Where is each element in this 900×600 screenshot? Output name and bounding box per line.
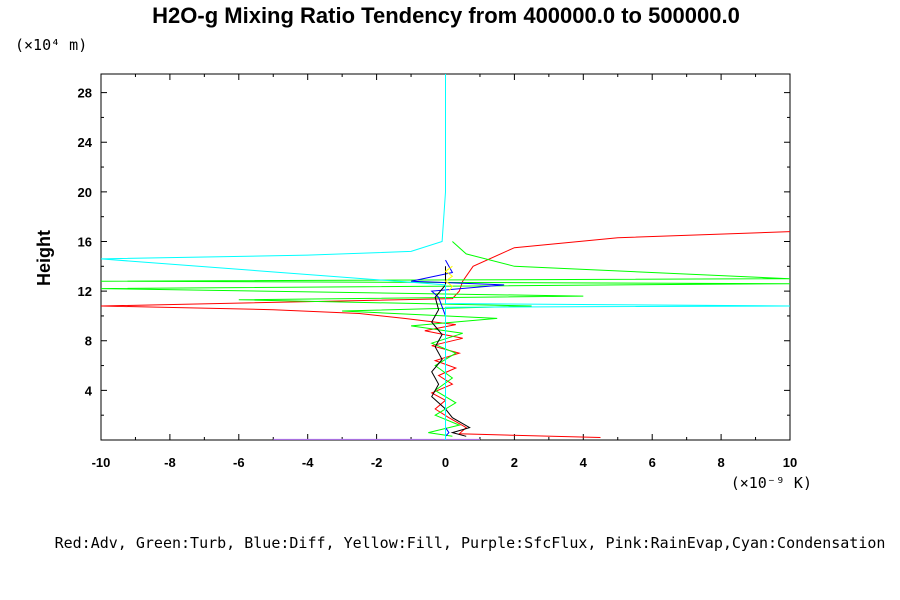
x-tick-label: 2: [511, 455, 518, 470]
y-tick-label: 8: [85, 334, 92, 349]
series-line-4: [431, 266, 471, 437]
y-tick-label: 24: [78, 135, 93, 150]
x-tick-label: -2: [371, 455, 383, 470]
y-unit-label: (×10⁴ m): [15, 36, 87, 54]
series-line-2: [100, 241, 791, 437]
x-tick-label: -4: [302, 455, 314, 470]
y-tick-label: 20: [78, 185, 92, 200]
y-axis-label: Height: [34, 230, 54, 286]
x-tick-label: -10: [92, 455, 111, 470]
y-tick-label: 28: [78, 86, 92, 101]
series-line-7: [100, 74, 791, 440]
chart-title: H2O-g Mixing Ratio Tendency from 400000.…: [152, 3, 740, 28]
y-tick-labels: 4 8 12 16 20 24 28: [78, 86, 93, 399]
y-tick-label: 4: [85, 383, 93, 398]
y-tick-label: 16: [78, 234, 92, 249]
series-lines: [100, 74, 791, 440]
series-line-5: [444, 265, 454, 292]
x-tick-label: 6: [649, 455, 656, 470]
x-tick-labels: -10 -8 -6 -4 -2 0 2 4 6 8 10: [92, 455, 798, 470]
x-tick-label: 4: [580, 455, 588, 470]
y-tick-label: 12: [78, 284, 92, 299]
legend-text: Red:Adv, Green:Turb, Blue:Diff, Yellow:F…: [55, 534, 886, 552]
x-tick-label: -6: [233, 455, 245, 470]
x-tick-label: 8: [717, 455, 724, 470]
series-line-3: [410, 259, 505, 437]
x-tick-label: -8: [164, 455, 176, 470]
x-unit-label: (×10⁻⁹ K): [731, 474, 812, 492]
x-tick-label: 0: [442, 455, 449, 470]
series-line-1: [100, 231, 791, 438]
x-tick-label: 10: [783, 455, 797, 470]
